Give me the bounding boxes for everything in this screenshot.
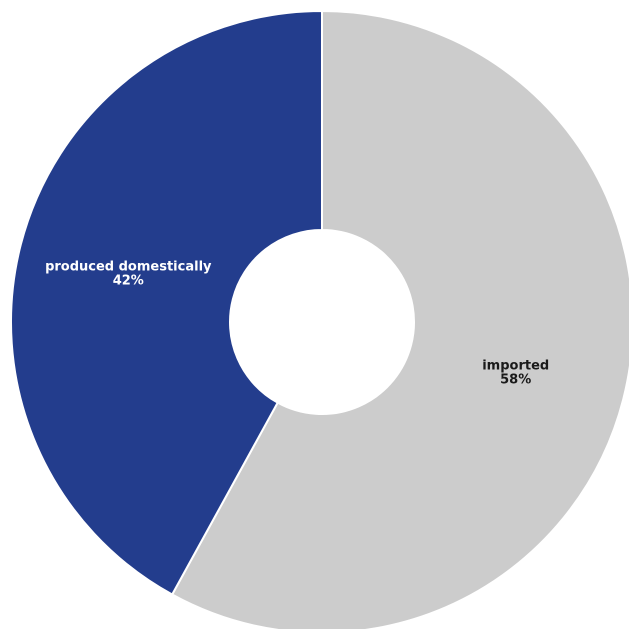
slice-category-label: produced domestically <box>45 259 212 274</box>
slice-category-label: imported <box>482 359 549 374</box>
slice-label-produced-domestically: produced domestically 42% <box>45 259 212 288</box>
slice-label-imported: imported 58% <box>482 359 549 388</box>
slice-percent-label: 58% <box>500 373 531 388</box>
slice-percent-label: 42% <box>113 273 144 288</box>
slices-layer <box>10 9 629 629</box>
pie-slice-produced-domestically <box>10 9 323 596</box>
labels-layer: imported 58% produced domestically 42% <box>45 259 549 387</box>
pie-slice-imported <box>170 9 629 629</box>
